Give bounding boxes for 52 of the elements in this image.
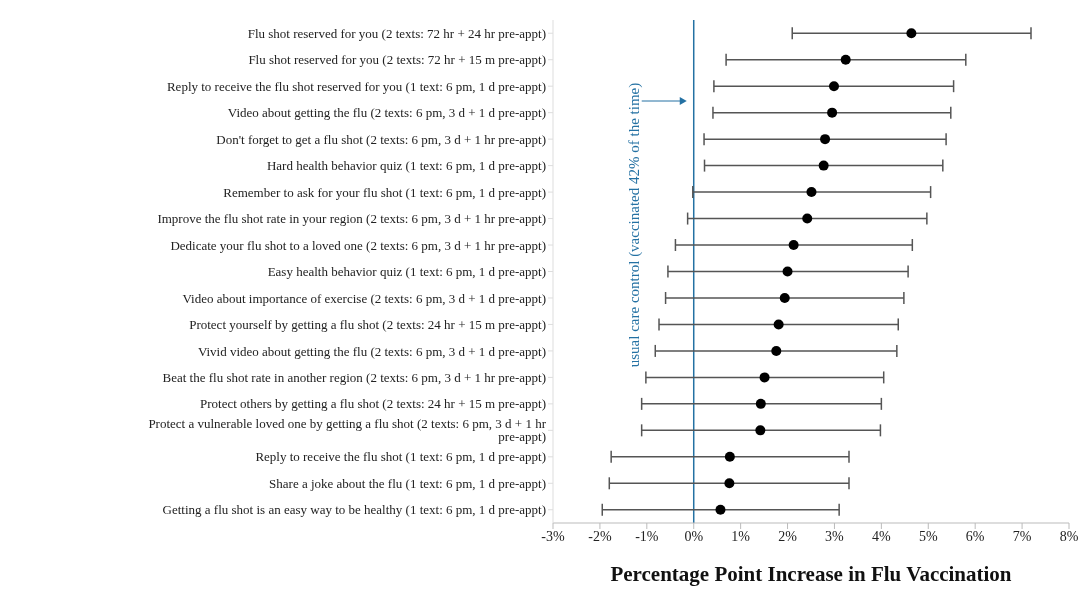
point: [840, 54, 851, 65]
y-tick-label: Share a joke about the flu (1 text: 6 pm, 1 d pre-appt): [269, 475, 546, 491]
y-tick-label: Easy health behavior quiz (1 text: 6 pm, 1 d pre-appt): [267, 264, 546, 280]
x-tick-label: -3%: [541, 528, 565, 544]
point: [715, 504, 726, 515]
point: [759, 372, 770, 383]
y-tick-label: Hard health behavior quiz (1 text: 6 pm, 1 d pre-appt): [266, 158, 546, 174]
y-tick-label: Reply to receive the flu shot (1 text: 6 pm, 1 d pre-appt): [255, 449, 546, 465]
x-tick-label: 6%: [965, 528, 985, 544]
x-tick-label: 4%: [872, 528, 892, 544]
point: [820, 134, 831, 145]
y-tick-label: Protect a vulnerable loved one by getting a flu shot (2 texts: 6 pm, 3 d + 1 hr pre-appt): [148, 416, 547, 445]
y-tick-label: Don't forget to get a flu shot (2 texts: 6 pm, 3 d + 1 hr pre-appt): [216, 131, 546, 147]
y-tick-label: Vivid video about getting the flu (2 texts: 6 pm, 3 d + 1 d pre-appt): [197, 343, 546, 359]
point: [773, 319, 784, 330]
x-axis-title: Percentage Point Increase in Flu Vaccination: [610, 562, 1012, 586]
point: [724, 478, 735, 489]
y-tick-label: Improve the flu shot rate in your region (2 texts: 6 pm, 3 d + 1 hr pre-appt): [157, 211, 546, 227]
point: [818, 160, 829, 171]
y-tick-label: Getting a flu shot is an easy way to be healthy (1 text: 6 pm, 1 d pre-appt): [162, 502, 546, 518]
y-tick-label: Beat the flu shot rate in another region (2 texts: 6 pm, 3 d + 1 hr pre-appt): [162, 370, 546, 386]
point: [906, 28, 917, 39]
point: [724, 451, 735, 462]
point: [827, 107, 838, 118]
y-tick-label: Reply to receive the flu shot reserved for you (1 text: 6 pm, 1 d pre-appt): [166, 78, 546, 94]
x-tick-label: -1%: [635, 528, 659, 544]
y-tick-label: Remember to ask for your flu shot (1 text: 6 pm, 1 d pre-appt): [223, 184, 546, 200]
x-tick-label: 7%: [1012, 528, 1032, 544]
point: [806, 187, 817, 198]
point: [802, 213, 813, 224]
point: [782, 266, 793, 277]
point: [828, 81, 839, 92]
x-tick-label: 5%: [918, 528, 938, 544]
point: [771, 345, 782, 356]
y-tick-label: Protect yourself by getting a flu shot (2 texts: 24 hr + 15 m pre-appt): [189, 317, 546, 333]
x-tick-label: 1%: [731, 528, 751, 544]
y-tick-label: Flu shot reserved for you (2 texts: 72 hr + 15 m pre-appt): [248, 52, 546, 68]
x-tick-label: -2%: [588, 528, 612, 544]
y-tick-label: Flu shot reserved for you (2 texts: 72 hr + 24 hr pre-appt): [247, 25, 546, 41]
point: [779, 292, 790, 303]
y-tick-label: Dedicate your flu shot to a loved one (2 texts: 6 pm, 3 d + 1 hr pre-appt): [170, 237, 546, 253]
x-tick-label: 3%: [825, 528, 845, 544]
point: [755, 425, 766, 436]
x-tick-label: 2%: [778, 528, 798, 544]
ref-line-label: usual care control (vaccinated 42% of the time): [625, 82, 643, 368]
y-tick-label: Video about getting the flu (2 texts: 6 pm, 3 d + 1 d pre-appt): [227, 105, 546, 121]
x-tick-label: 0%: [684, 528, 704, 544]
x-tick-label: 8%: [1059, 528, 1079, 544]
y-tick-label: Video about importance of exercise (2 texts: 6 pm, 3 d + 1 d pre-appt): [182, 290, 546, 306]
point: [755, 398, 766, 409]
point: [788, 240, 799, 251]
y-tick-label: Protect others by getting a flu shot (2 texts: 24 hr + 15 m pre-appt): [200, 396, 546, 412]
